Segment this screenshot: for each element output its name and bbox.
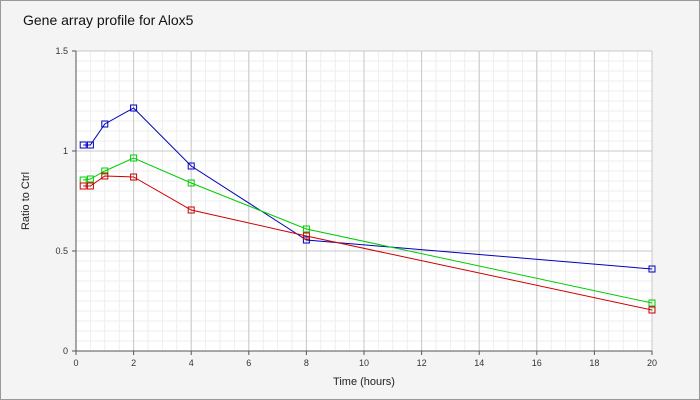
data-point-marker — [302, 236, 310, 244]
data-point-marker — [86, 182, 94, 190]
chart-title: Gene array profile for Alox5 — [23, 12, 194, 28]
x-tick-label: 6 — [246, 358, 251, 368]
data-point-marker — [79, 182, 87, 190]
data-point-marker — [101, 167, 109, 175]
data-point-marker — [86, 141, 94, 149]
x-tick-label: 4 — [189, 358, 194, 368]
x-tick-label: 16 — [532, 358, 542, 368]
data-point-marker — [187, 162, 195, 170]
x-tick-label: 10 — [359, 358, 369, 368]
data-point-marker — [79, 141, 87, 149]
data-point-marker — [130, 173, 138, 181]
x-tick-label: 12 — [417, 358, 427, 368]
data-point-marker — [648, 306, 656, 314]
data-point-marker — [187, 179, 195, 187]
x-tick-label: 8 — [304, 358, 309, 368]
series-1 — [79, 104, 656, 273]
data-point-marker — [130, 154, 138, 162]
series-line — [83, 157, 653, 304]
data-point-marker — [130, 104, 138, 112]
x-tick-label: 0 — [73, 358, 78, 368]
y-axis-label: Ratio to Ctrl — [20, 172, 32, 230]
x-tick-label: 14 — [474, 358, 484, 368]
series-line — [83, 175, 653, 311]
y-tick-label: 1.5 — [55, 46, 68, 56]
x-tick-label: 18 — [589, 358, 599, 368]
y-tick-label: 1 — [63, 146, 68, 156]
series-3 — [79, 172, 656, 314]
data-point-marker — [648, 265, 656, 273]
x-tick-label: 2 — [131, 358, 136, 368]
y-tick-label: 0 — [63, 346, 68, 356]
major-grid — [75, 50, 653, 352]
y-tick-label: 0.5 — [55, 246, 68, 256]
data-point-marker — [101, 172, 109, 180]
x-axis-label: Time (hours) — [333, 376, 395, 388]
series-line — [83, 107, 653, 270]
data-point-marker — [648, 299, 656, 307]
data-point-marker — [86, 175, 94, 183]
y-tick-labels: 0 0.5 1 1.5 — [55, 46, 76, 356]
series-layer — [79, 104, 656, 314]
data-point-marker — [101, 120, 109, 128]
x-tick-label: 20 — [647, 358, 657, 368]
data-point-marker — [302, 232, 310, 240]
data-point-marker — [302, 225, 310, 233]
data-point-marker — [187, 206, 195, 214]
x-tick-labels: 0 2 4 6 8 10 12 14 16 18 20 — [73, 351, 657, 368]
